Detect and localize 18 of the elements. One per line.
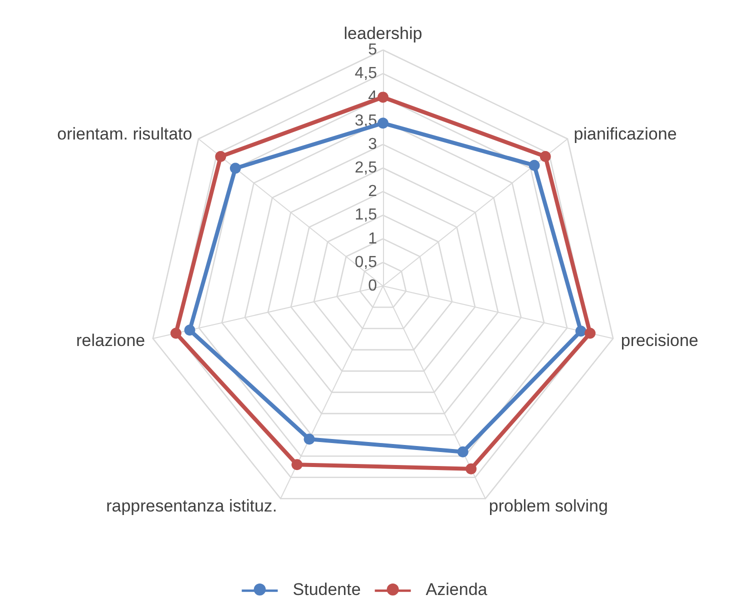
legend-label: Azienda	[426, 580, 488, 599]
spoke-label: leadership	[344, 24, 422, 43]
spoke-label: orientam. risultato	[57, 124, 192, 144]
spoke-label: problem solving	[488, 496, 608, 516]
y-tick-label: 5	[368, 42, 378, 58]
y-tick-label: 0,5	[354, 254, 378, 271]
spoke-label: rappresentanza istituz.	[106, 496, 278, 516]
y-tick-label: 2,5	[354, 160, 378, 176]
y-tick-label: 2	[368, 183, 378, 200]
spoke-label: relazione	[76, 330, 146, 350]
y-tick-label: 1,5	[354, 206, 378, 224]
spoke-label: pianificazione	[574, 124, 677, 144]
y-tick-label: 0	[368, 278, 378, 294]
legend-label: Studente	[292, 580, 361, 599]
y-tick-label: 3	[368, 136, 378, 153]
y-tick-label: 4,5	[354, 65, 378, 82]
spoke-label: precisione	[620, 330, 698, 350]
y-tick-label: 1	[368, 230, 378, 248]
